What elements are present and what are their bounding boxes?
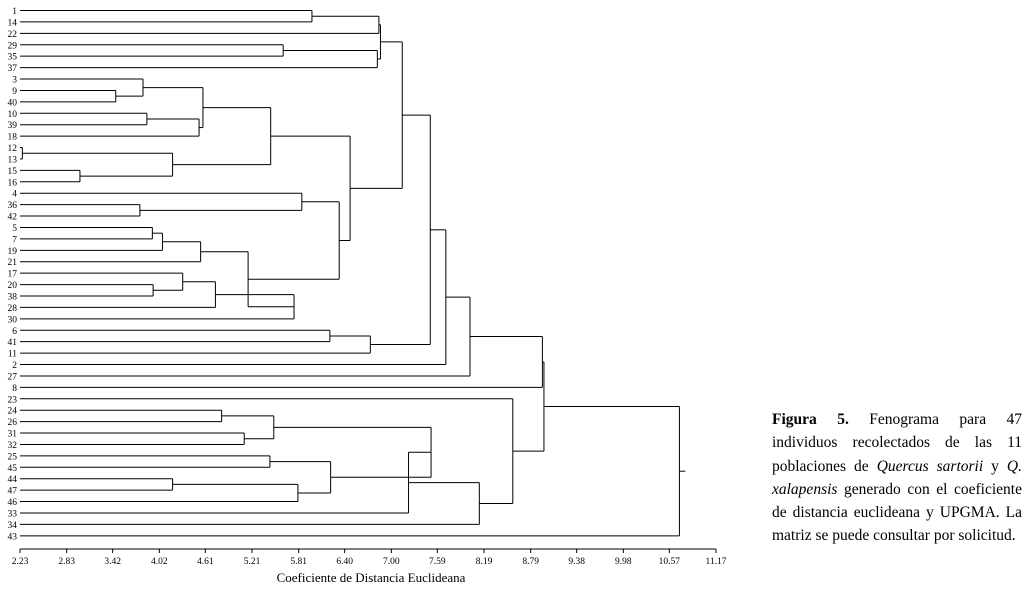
leaf-label: 42 [8,213,18,223]
leaf-label: 6 [12,327,17,337]
leaf-label: 7 [12,235,17,245]
leaf-label: 33 [8,509,18,519]
x-tick-label: 9.98 [615,557,632,567]
dendrogram-branches [20,10,686,537]
leaf-label: 15 [8,167,18,177]
leaf-label: 40 [8,98,18,108]
leaf-label: 20 [8,281,18,291]
leaf-label: 14 [8,18,18,28]
x-tick-label: 6.40 [336,557,353,567]
leaf-label: 4 [12,190,17,200]
leaf-label: 9 [12,87,17,97]
leaf-label: 3 [12,76,17,86]
leaf-label: 31 [8,430,18,440]
leaf-label: 27 [8,372,18,382]
leaf-label: 21 [8,258,18,268]
leaf-label: 5 [12,224,17,234]
leaf-label: 46 [8,498,18,508]
caption-species-1: Quercus sartorii [876,457,984,475]
leaf-label: 18 [8,133,18,143]
leaf-label: 44 [8,475,18,485]
leaf-label: 38 [8,293,18,303]
leaf-label: 17 [8,270,18,280]
leaf-label: 29 [8,41,18,51]
leaf-label: 25 [8,452,18,462]
leaf-label: 43 [8,532,18,542]
x-tick-label: 7.00 [383,557,400,567]
leaf-label: 2 [12,361,17,371]
leaf-labels: 1142229353739401039181213151643642571921… [8,7,18,542]
leaf-label: 37 [8,64,18,74]
leaf-label: 24 [8,407,18,417]
leaf-label: 35 [8,53,18,63]
x-tick-label: 8.79 [522,557,539,567]
leaf-label: 8 [12,384,17,394]
x-tick-label: 2.83 [58,557,75,567]
caption-text-1: Fenograma para 47 individuos recolectado… [772,411,1022,475]
leaf-label: 1 [12,7,17,17]
x-axis-title: Coeficiente de Distancia Euclideana [277,570,466,585]
leaf-label: 30 [8,315,18,325]
leaf-label: 19 [8,247,18,257]
figure-caption: Figura 5. Fenograma para 47 individuos r… [772,408,1022,548]
leaf-label: 28 [8,304,18,314]
x-tick-label: 5.81 [290,557,307,567]
leaf-label: 11 [8,350,17,360]
leaf-label: 36 [8,201,18,211]
leaf-label: 12 [8,144,18,154]
caption-label: Figura 5. [772,411,849,428]
leaf-label: 39 [8,121,18,131]
x-tick-label: 5.21 [244,557,261,567]
x-tick-label: 7.59 [429,557,446,567]
dendrogram: 1142229353739401039181213151643642571921… [8,7,727,585]
leaf-label: 32 [8,441,18,451]
leaf-label: 10 [8,110,18,120]
x-tick-label: 2.23 [12,557,29,567]
caption-text-2: y [983,457,1007,475]
caption-species-2: Q. xalapensis [772,457,1022,498]
leaf-label: 34 [8,521,18,531]
leaf-label: 13 [8,155,18,165]
x-tick-label: 4.02 [151,557,168,567]
x-tick-label: 11.17 [705,557,726,567]
leaf-label: 16 [8,178,18,188]
x-tick-label: 10.57 [659,557,681,567]
leaf-label: 22 [8,30,18,40]
x-tick-label: 9.38 [568,557,585,567]
leaf-label: 23 [8,395,18,405]
x-tick-label: 3.42 [104,557,121,567]
leaf-label: 45 [8,464,18,474]
leaf-label: 41 [8,338,18,348]
x-axis: 2.23 2.83 3.42 4.02 4.61 5.21 5.81 6.40 7.00 7.59… [12,548,727,567]
x-tick-label: 4.61 [197,557,214,567]
x-tick-label: 8.19 [476,557,493,567]
leaf-label: 47 [8,487,18,497]
leaf-label: 26 [8,418,18,428]
caption-text-3: generado con el coeficiente de distancia… [772,480,1022,545]
